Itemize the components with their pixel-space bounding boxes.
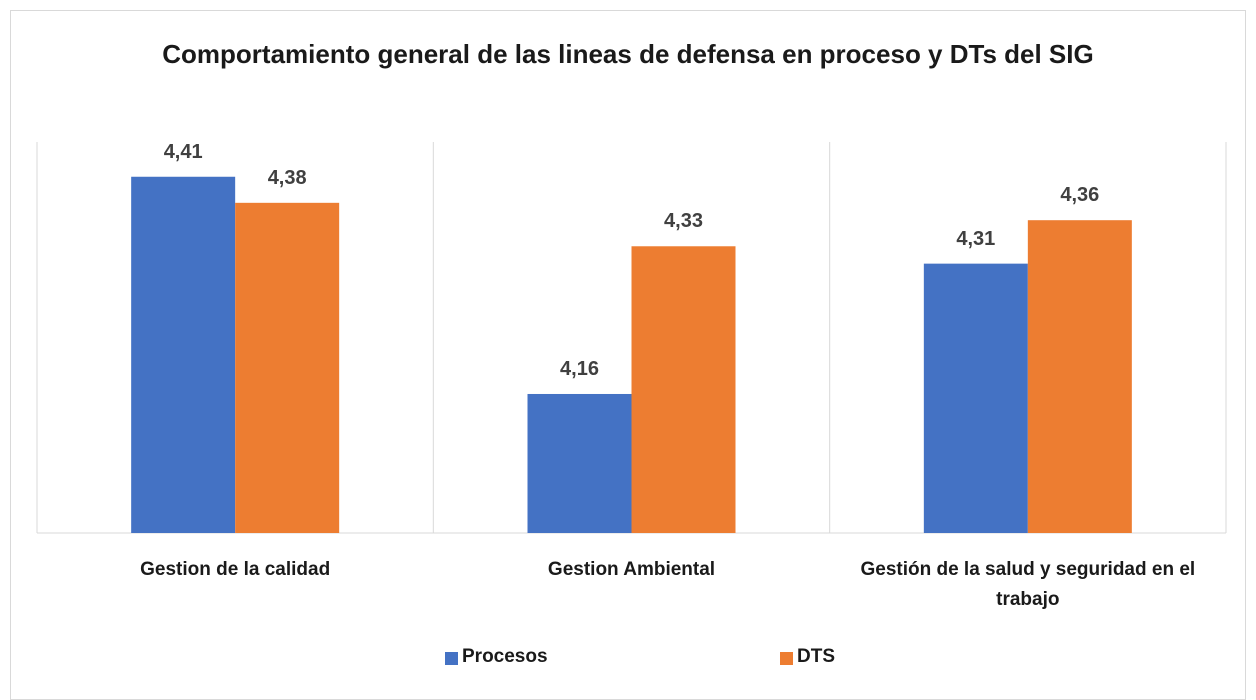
- legend-swatch: [780, 652, 793, 665]
- data-label: 4,41: [163, 140, 203, 163]
- data-label: 4,38: [267, 166, 307, 189]
- legend-label: Procesos: [462, 646, 548, 667]
- bar: [527, 393, 632, 533]
- bar: [923, 263, 1028, 533]
- data-label: 4,33: [664, 210, 703, 233]
- bar: [235, 202, 340, 534]
- data-label: 4,31: [956, 227, 996, 250]
- bar: [1027, 220, 1132, 533]
- bar: [131, 176, 236, 533]
- bar: [631, 246, 736, 533]
- legend-label: DTS: [797, 646, 835, 667]
- data-label: 4,36: [1060, 184, 1100, 207]
- x-tick-label: Gestion Ambiental: [547, 559, 716, 580]
- chart-title: Comportamiento general de las lineas de …: [162, 39, 1094, 69]
- data-label: 4,16: [560, 357, 599, 380]
- legend-swatch: [445, 652, 458, 665]
- x-tick-label: Gestion de la calidad: [140, 559, 331, 580]
- x-tick-label: Gestión de la salud y seguridad en el tr…: [860, 559, 1196, 610]
